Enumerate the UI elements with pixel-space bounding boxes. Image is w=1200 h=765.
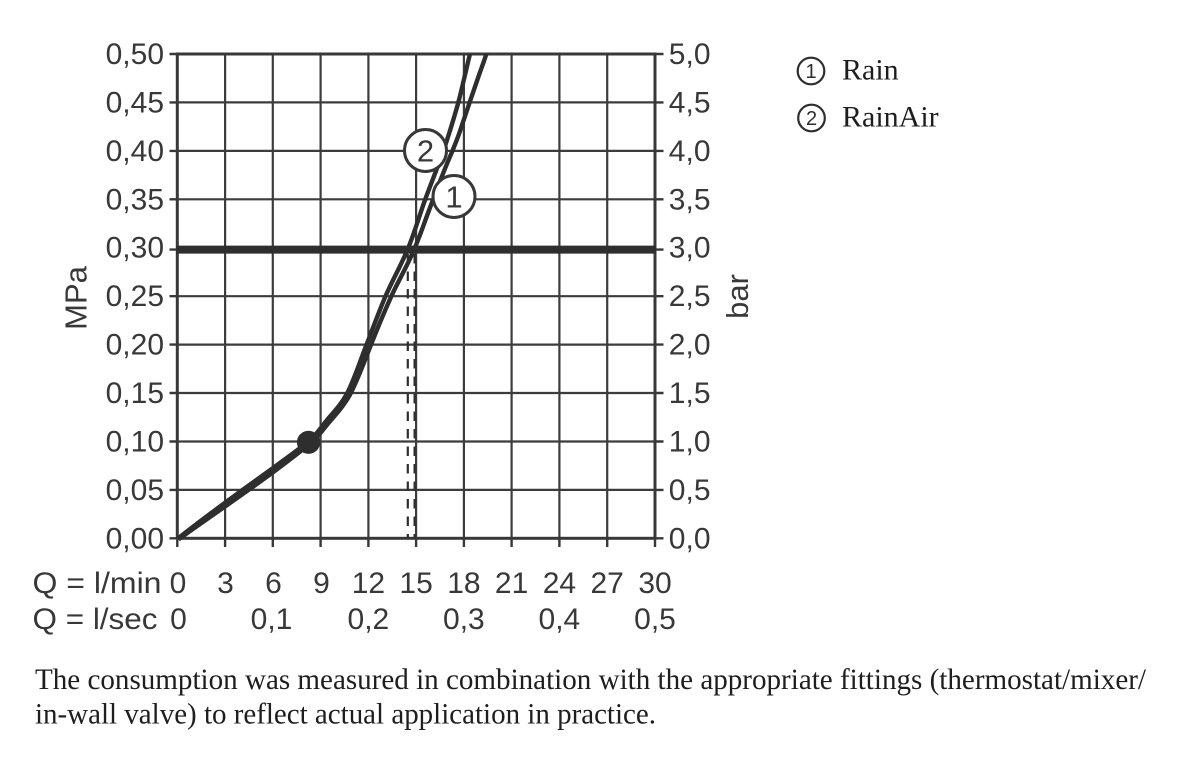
svg-text:4,5: 4,5 — [669, 86, 711, 119]
svg-text:MPa: MPa — [59, 265, 94, 330]
svg-text:0,0: 0,0 — [669, 522, 711, 555]
svg-text:21: 21 — [495, 567, 528, 600]
svg-text:1,5: 1,5 — [669, 377, 711, 410]
svg-text:2: 2 — [806, 108, 817, 130]
svg-text:0,35: 0,35 — [106, 183, 164, 216]
svg-text:27: 27 — [591, 567, 624, 600]
svg-text:0,10: 0,10 — [106, 426, 164, 459]
svg-text:0,1: 0,1 — [251, 603, 293, 636]
svg-text:0,3: 0,3 — [443, 603, 485, 636]
svg-text:5,0: 5,0 — [669, 38, 711, 71]
svg-text:0,5: 0,5 — [634, 603, 676, 636]
svg-text:2,0: 2,0 — [669, 329, 711, 362]
svg-text:0,45: 0,45 — [106, 86, 164, 119]
svg-text:18: 18 — [447, 567, 480, 600]
svg-text:4,0: 4,0 — [669, 135, 711, 168]
svg-text:bar: bar — [720, 274, 755, 319]
svg-text:0,25: 0,25 — [106, 280, 164, 313]
svg-text:0,4: 0,4 — [539, 603, 581, 636]
svg-text:The consumption was measured i: The consumption was measured in combinat… — [35, 663, 1147, 696]
svg-text:15: 15 — [399, 567, 432, 600]
svg-text:0,2: 0,2 — [348, 603, 390, 636]
svg-text:12: 12 — [352, 567, 385, 600]
svg-text:0,30: 0,30 — [106, 232, 164, 265]
svg-text:in-wall valve) to reflect actu: in-wall valve) to reflect actual applica… — [35, 698, 656, 731]
svg-text:1: 1 — [445, 180, 462, 215]
svg-text:3: 3 — [217, 567, 234, 600]
svg-text:6: 6 — [265, 567, 282, 600]
svg-text:3,0: 3,0 — [669, 232, 711, 265]
svg-text:0,5: 0,5 — [669, 474, 711, 507]
svg-text:Q = l/min: Q = l/min — [33, 567, 162, 600]
svg-text:0: 0 — [170, 603, 187, 636]
svg-text:2,5: 2,5 — [669, 280, 711, 313]
svg-text:9: 9 — [313, 567, 330, 600]
svg-text:Q = l/sec: Q = l/sec — [33, 603, 158, 636]
svg-text:RainAir: RainAir — [842, 101, 939, 134]
svg-text:3,5: 3,5 — [669, 183, 711, 216]
svg-text:1: 1 — [805, 61, 816, 83]
svg-text:24: 24 — [543, 567, 576, 600]
svg-text:0: 0 — [170, 567, 187, 600]
svg-text:0,15: 0,15 — [106, 377, 164, 410]
svg-text:Rain: Rain — [842, 54, 899, 87]
svg-text:2: 2 — [417, 134, 434, 169]
svg-text:0,40: 0,40 — [106, 135, 164, 168]
svg-text:0,50: 0,50 — [106, 38, 164, 71]
svg-text:0,05: 0,05 — [106, 474, 164, 507]
svg-text:30: 30 — [638, 567, 671, 600]
svg-text:1,0: 1,0 — [669, 426, 711, 459]
svg-text:0,20: 0,20 — [106, 329, 164, 362]
svg-text:0,00: 0,00 — [106, 522, 164, 555]
